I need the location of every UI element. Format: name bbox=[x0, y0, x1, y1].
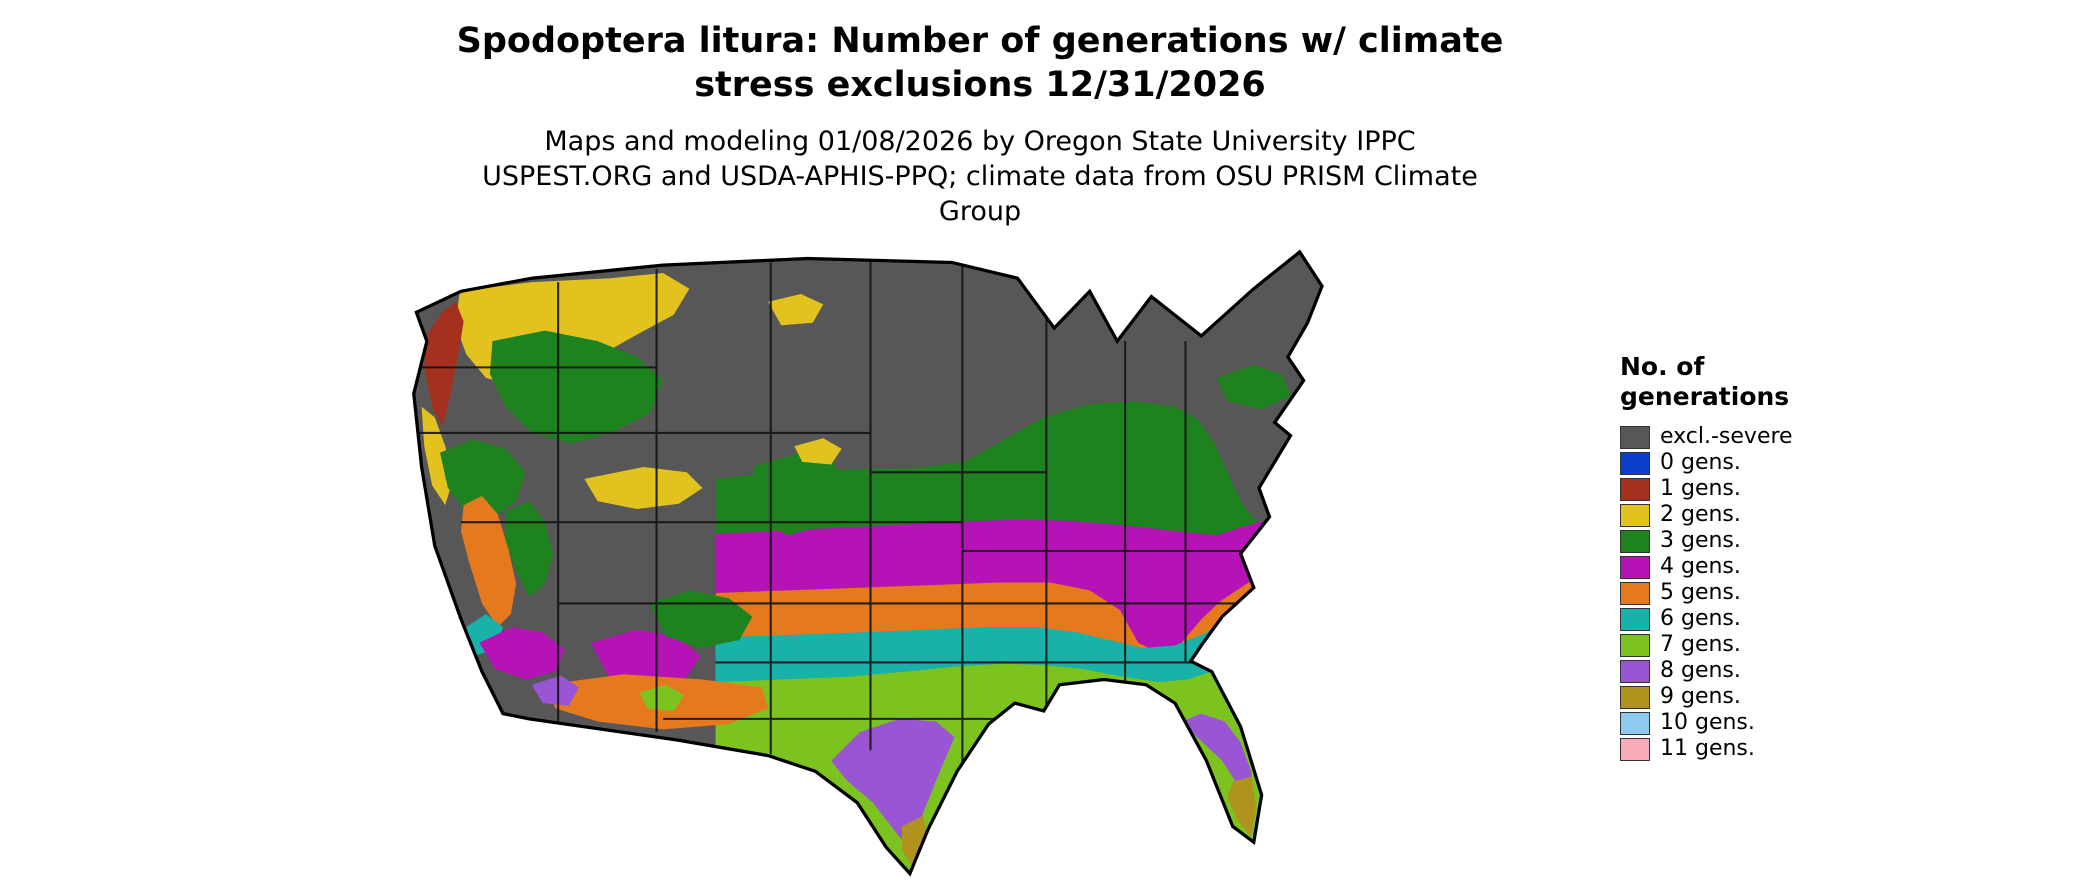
legend-label: 11 gens. bbox=[1660, 736, 1755, 761]
map-patch-5-gens-central-valley bbox=[461, 495, 517, 628]
map-patch-8-gens-low-desert bbox=[531, 675, 580, 706]
legend-label: 7 gens. bbox=[1660, 632, 1741, 657]
map-patch-3-gens-northeast bbox=[1217, 364, 1291, 410]
legend-swatch bbox=[1620, 581, 1650, 605]
legend-title: No. of generations bbox=[1620, 352, 1790, 411]
map-patch-10-gens-keys bbox=[1241, 843, 1250, 852]
legend-swatch bbox=[1620, 555, 1650, 579]
legend-label: 9 gens. bbox=[1660, 684, 1741, 709]
legend-item: 1 gens. bbox=[1620, 476, 1880, 502]
legend-swatch bbox=[1620, 425, 1650, 449]
legend-item: 9 gens. bbox=[1620, 684, 1880, 710]
map-patch-3-gens-north-california bbox=[440, 439, 526, 519]
legend-label: 6 gens. bbox=[1660, 606, 1741, 631]
map-patch-2-gens-nevada-utah bbox=[584, 467, 703, 510]
legend-label: 5 gens. bbox=[1660, 580, 1741, 605]
us-outline bbox=[412, 249, 1324, 877]
legend-swatch bbox=[1620, 659, 1650, 683]
map-patch-4-gens-arizona bbox=[590, 629, 700, 685]
legend-label: 0 gens. bbox=[1660, 450, 1741, 475]
legend-item: 5 gens. bbox=[1620, 580, 1880, 606]
legend-item: 6 gens. bbox=[1620, 606, 1880, 632]
legend-swatch bbox=[1620, 737, 1650, 761]
legend-rows: excl.-severe 0 gens. 1 gens. 2 gens. 3 g… bbox=[1620, 424, 1880, 762]
legend-swatch bbox=[1620, 503, 1650, 527]
legend-item: 3 gens. bbox=[1620, 528, 1880, 554]
legend-item: 10 gens. bbox=[1620, 710, 1880, 736]
map-subtitle: Maps and modeling 01/08/2026 by Oregon S… bbox=[482, 125, 1478, 227]
legend-item: 11 gens. bbox=[1620, 736, 1880, 762]
legend-label: excl.-severe bbox=[1660, 424, 1793, 449]
map-band-7-gens bbox=[715, 650, 1262, 874]
map-patch-2-gens-colorado-fleck bbox=[794, 438, 842, 465]
legend-swatch bbox=[1620, 607, 1650, 631]
map-patch-2-gens-montana-fleck bbox=[768, 293, 824, 326]
legend-swatch bbox=[1620, 451, 1650, 475]
map-patch-1-gens-pacific-coast bbox=[424, 301, 464, 427]
map-title: Spodoptera litura: Number of generations… bbox=[456, 21, 1504, 105]
legend-item: 2 gens. bbox=[1620, 502, 1880, 528]
legend-swatch bbox=[1620, 529, 1650, 553]
legend-label: 2 gens. bbox=[1660, 502, 1741, 527]
map-patch-4-gens-socal bbox=[479, 627, 565, 680]
map-patch-3-gens-newmexico-mountains bbox=[650, 590, 753, 649]
legend-label: 8 gens. bbox=[1660, 658, 1741, 683]
legend-item: 4 gens. bbox=[1620, 554, 1880, 580]
map-patch-2-gens-oregon-coast bbox=[421, 406, 454, 506]
us-map-svg bbox=[412, 249, 1324, 877]
legend-label: 1 gens. bbox=[1660, 476, 1741, 501]
map-patch-9-gens-texas-tip bbox=[902, 815, 929, 872]
map-patch-3-gens-colorado-rockies bbox=[748, 452, 847, 536]
map-patch-9-gens-south-florida bbox=[1227, 776, 1257, 837]
legend-label: 3 gens. bbox=[1660, 528, 1741, 553]
legend-item: 0 gens. bbox=[1620, 450, 1880, 476]
map-header: Spodoptera litura: Number of generations… bbox=[240, 20, 1720, 229]
legend-swatch bbox=[1620, 477, 1650, 501]
state-borders bbox=[413, 259, 1280, 774]
legend-item: excl.-severe bbox=[1620, 424, 1880, 450]
legend-swatch bbox=[1620, 685, 1650, 709]
legend-item: 7 gens. bbox=[1620, 632, 1880, 658]
legend-swatch bbox=[1620, 711, 1650, 735]
map-patch-8-gens-texas bbox=[831, 718, 955, 851]
legend: No. of generations excl.-severe 0 gens. … bbox=[1620, 352, 1880, 762]
map-patch-3-gens-idaho-oregon bbox=[489, 330, 664, 444]
map-patch-3-gens-sierra bbox=[505, 501, 553, 597]
map-patch-8-gens-florida bbox=[1175, 713, 1254, 801]
map-patch-7-gens-southwest-speck bbox=[639, 684, 685, 712]
us-generations-map bbox=[335, 210, 1595, 892]
legend-swatch bbox=[1620, 633, 1650, 657]
legend-item: 8 gens. bbox=[1620, 658, 1880, 684]
legend-label: 10 gens. bbox=[1660, 710, 1755, 735]
legend-label: 4 gens. bbox=[1660, 554, 1741, 579]
